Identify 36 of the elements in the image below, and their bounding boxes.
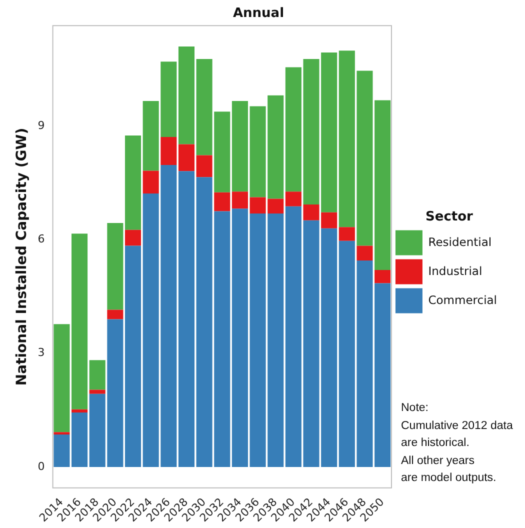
y-axis-title: National Installed Capacity (GW) (14, 128, 30, 386)
legend-title: Sector (426, 210, 474, 225)
bar (54, 324, 70, 432)
bar (178, 46, 195, 144)
bar (232, 101, 248, 192)
bar (89, 390, 106, 394)
y-tick-label: 0 (38, 460, 45, 473)
bar (124, 230, 142, 246)
bar (196, 155, 212, 178)
bar (214, 192, 230, 212)
bar (124, 135, 142, 230)
y-tick-label: 3 (38, 346, 45, 360)
bar (54, 434, 70, 468)
bar (232, 208, 248, 468)
bar (72, 234, 88, 410)
y-tick-label: 6 (38, 232, 45, 246)
bar (124, 246, 142, 468)
bar (178, 171, 195, 468)
bar (107, 310, 124, 320)
y-tick-label: 9 (38, 118, 45, 132)
bar (338, 227, 355, 241)
bar (232, 192, 248, 209)
chart-title: Annual (232, 6, 284, 22)
bar (356, 246, 373, 261)
text: Note: Cumulative 2012 data are historical. All other years are model outputs. (401, 401, 513, 486)
legend-label: Industrial (428, 264, 482, 278)
bar (107, 223, 124, 310)
bar (89, 360, 106, 390)
bar (142, 170, 159, 194)
bar (72, 412, 88, 468)
bar (72, 409, 88, 412)
legend-label: Residential (428, 234, 492, 249)
legend-label: Commercial (428, 292, 497, 307)
bar (160, 137, 177, 166)
bar (178, 144, 195, 172)
bar (374, 270, 391, 284)
